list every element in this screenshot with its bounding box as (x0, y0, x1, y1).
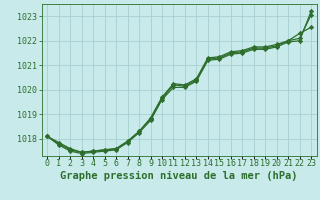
X-axis label: Graphe pression niveau de la mer (hPa): Graphe pression niveau de la mer (hPa) (60, 171, 298, 181)
